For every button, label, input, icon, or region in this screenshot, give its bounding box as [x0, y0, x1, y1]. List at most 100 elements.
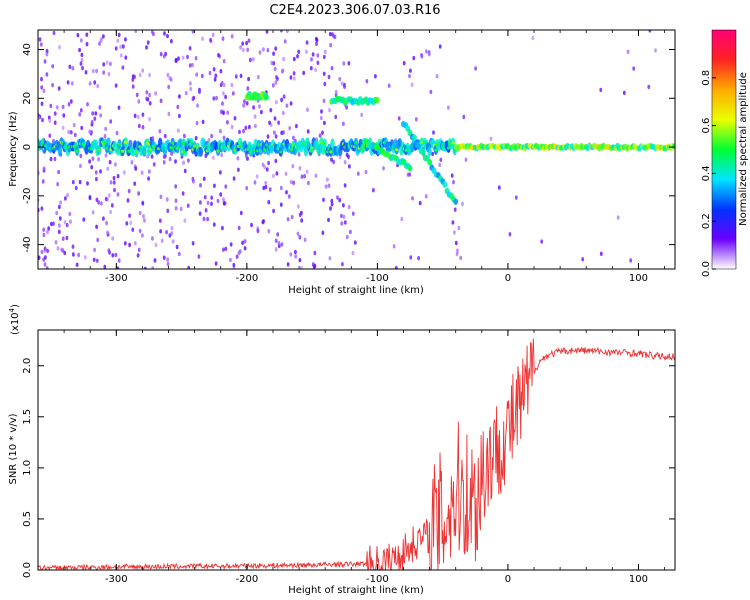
noise-speck — [292, 180, 296, 185]
noise-speck — [286, 262, 290, 267]
noise-speck — [258, 104, 261, 109]
x-tick-label: 0 — [505, 574, 511, 585]
noise-speck — [68, 64, 72, 70]
branch-point — [442, 181, 448, 188]
noise-speck — [174, 57, 178, 63]
noise-speck — [151, 236, 154, 241]
noise-speck — [279, 185, 283, 191]
noise-speck — [315, 41, 318, 46]
noise-speck — [102, 216, 105, 221]
noise-speck — [153, 258, 157, 263]
noise-speck — [581, 257, 585, 262]
noise-speck — [143, 218, 146, 223]
noise-speck — [162, 54, 166, 59]
noise-speck — [56, 182, 60, 187]
noise-speck — [226, 110, 230, 115]
carrier-hotspot — [310, 146, 314, 150]
noise-speck — [123, 241, 127, 246]
noise-speck — [119, 53, 123, 58]
noise-speck — [112, 175, 116, 181]
x-tick-label: 100 — [629, 574, 648, 585]
noise-speck — [338, 76, 342, 82]
noise-speck — [300, 218, 304, 223]
noise-speck — [187, 158, 190, 163]
spectrogram-marks — [38, 30, 675, 269]
noise-speck — [113, 187, 116, 193]
noise-speck — [137, 123, 141, 129]
noise-speck — [67, 102, 71, 107]
noise-speck — [274, 46, 278, 51]
snr-axes: -300 -200 -100 0 100 0.0 0.5 1.0 1.5 2.0 — [22, 330, 675, 585]
noise-speck — [135, 92, 139, 98]
noise-speck — [38, 115, 41, 120]
noise-speck — [48, 133, 52, 138]
y-tick-label: 0.5 — [22, 511, 33, 527]
noise-speck — [174, 206, 178, 211]
noise-speck — [72, 252, 75, 257]
y-tick-label: 2.0 — [22, 358, 33, 374]
noise-speck — [348, 164, 351, 169]
noise-speck — [130, 160, 134, 165]
noise-speck — [461, 201, 464, 207]
noise-speck — [345, 152, 349, 157]
noise-speck — [90, 119, 94, 125]
noise-speck — [98, 105, 102, 110]
noise-speck — [207, 138, 211, 143]
noise-speck — [146, 40, 150, 45]
noise-speck — [616, 215, 620, 220]
noise-speck — [462, 114, 466, 120]
noise-speck — [274, 158, 278, 164]
noise-speck — [283, 39, 287, 44]
noise-speck — [213, 183, 216, 188]
noise-speck — [334, 114, 338, 120]
noise-speck — [219, 192, 223, 197]
noise-speck — [439, 157, 443, 162]
noise-speck — [124, 37, 127, 42]
noise-speck — [160, 238, 164, 243]
noise-speck — [431, 151, 434, 157]
noise-speck — [112, 180, 116, 185]
x-tick-label: -100 — [366, 273, 389, 284]
noise-speck — [51, 64, 55, 69]
noise-speck — [199, 183, 202, 188]
noise-speck — [134, 166, 138, 171]
noise-speck — [117, 105, 121, 110]
noise-speck — [88, 159, 91, 164]
noise-speck — [145, 90, 149, 95]
noise-speck — [186, 54, 189, 60]
noise-speck — [116, 192, 120, 197]
noise-speck — [99, 113, 103, 118]
noise-speck — [232, 262, 236, 268]
noise-speck — [296, 54, 299, 59]
noise-speck — [142, 214, 145, 219]
noise-speck — [137, 191, 141, 196]
carrier-hotspot — [182, 141, 186, 145]
noise-speck — [316, 60, 320, 65]
noise-speck — [99, 169, 102, 174]
noise-speck — [183, 218, 187, 223]
noise-speck — [95, 224, 98, 229]
colorbar-label: Normalized spectral amplitude — [738, 72, 749, 226]
carrier-hotspot — [193, 144, 197, 148]
noise-speck — [322, 98, 326, 104]
noise-speck — [191, 62, 194, 68]
noise-speck — [97, 157, 100, 162]
noise-speck — [91, 156, 95, 161]
noise-speck — [211, 32, 215, 38]
noise-speck — [116, 38, 120, 43]
noise-speck — [51, 82, 54, 88]
noise-speck — [103, 264, 107, 269]
noise-speck — [109, 61, 112, 67]
noise-speck — [57, 223, 61, 228]
noise-speck — [128, 213, 132, 218]
carrier-point — [303, 146, 309, 157]
noise-speck — [464, 157, 468, 162]
noise-speck — [402, 61, 406, 66]
noise-speck — [58, 216, 62, 221]
noise-speck — [459, 255, 463, 261]
branch-point — [407, 165, 413, 172]
noise-speck — [70, 81, 74, 86]
noise-speck — [387, 83, 391, 88]
carrier-hotspot — [354, 141, 358, 145]
